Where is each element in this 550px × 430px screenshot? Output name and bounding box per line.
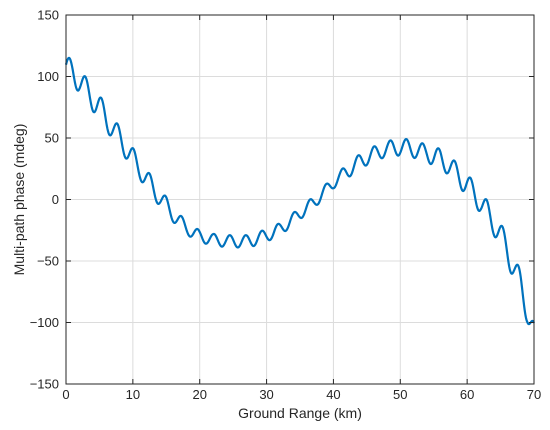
x-axis: 0 10 20 30 40 50 60 70 [62, 15, 541, 402]
x-tick-label: 50 [393, 387, 407, 402]
multipath-phase-line [64, 56, 536, 326]
x-tick-label: 10 [126, 387, 140, 402]
grid [65, 14, 535, 385]
x-axis-label: Ground Range (km) [238, 405, 362, 421]
x-tick-label: 30 [259, 387, 273, 402]
x-tick-label: 40 [326, 387, 340, 402]
x-tick-label: 60 [460, 387, 474, 402]
y-axis: −150 −100 −50 0 50 100 150 [30, 8, 534, 392]
x-tick-label: 70 [527, 387, 541, 402]
series-layer [64, 56, 536, 326]
y-tick-label: −150 [30, 377, 59, 392]
y-tick-label: 150 [37, 8, 59, 23]
y-axis-label: Multi-path phase (mdeg) [11, 124, 27, 276]
y-tick-label: −100 [30, 315, 59, 330]
x-tick-label: 20 [192, 387, 206, 402]
y-tick-label: 50 [45, 131, 59, 146]
y-tick-label: 100 [37, 69, 59, 84]
y-tick-label: −50 [37, 254, 59, 269]
x-tick-label: 0 [62, 387, 69, 402]
y-tick-label: 0 [52, 192, 59, 207]
